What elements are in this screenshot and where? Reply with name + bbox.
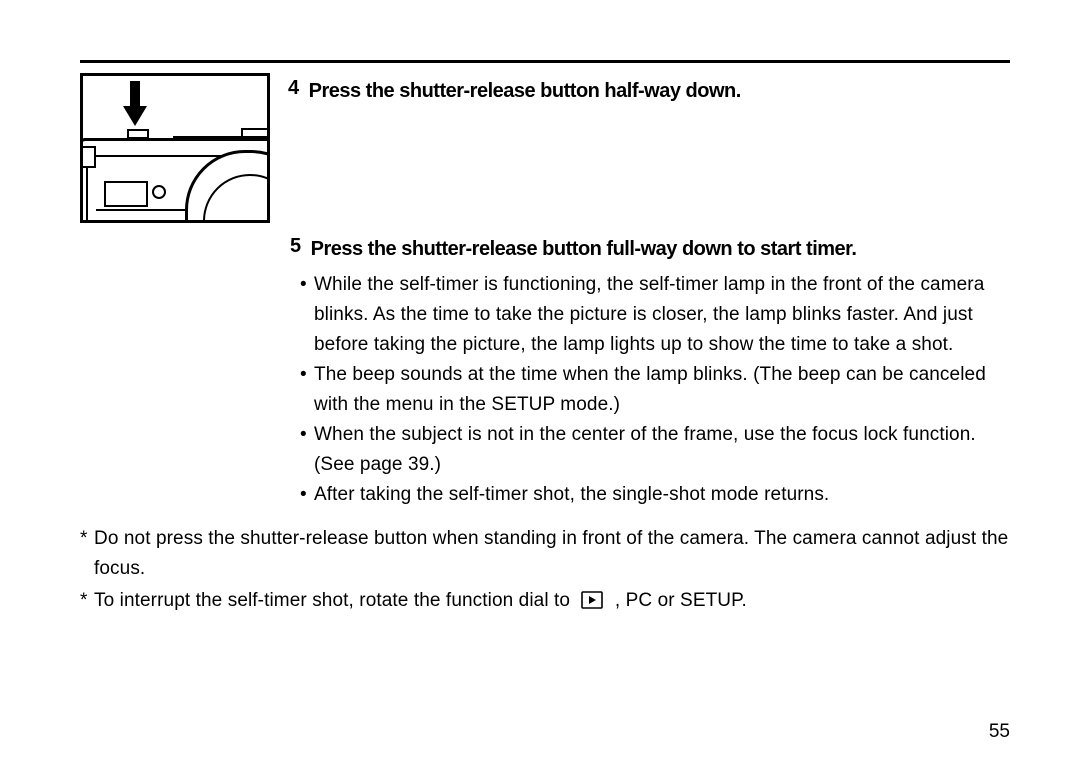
af-lamp (152, 185, 166, 199)
step4-text: Press the shutter-release button half-wa… (309, 77, 741, 106)
manual-page: 4 Press the shutter-release button half-… (0, 0, 1080, 765)
step5-number: 5 (290, 235, 301, 258)
strap-lug (80, 146, 96, 168)
bullet-item: After taking the self-timer shot, the si… (300, 480, 1010, 510)
step4-number: 4 (288, 77, 299, 100)
step5-heading: 5 Press the shutter-release button full-… (290, 235, 1010, 264)
bullet-item: While the self-timer is functioning, the… (300, 270, 1010, 360)
step4-heading: 4 Press the shutter-release button half-… (288, 77, 741, 106)
step5-text: Press the shutter-release button full-wa… (311, 235, 857, 264)
arrow-down-icon (123, 106, 147, 126)
step4-row: 4 Press the shutter-release button half-… (80, 73, 1010, 223)
viewfinder-window (104, 181, 148, 207)
footnote2-part-b: , PC or SETUP. (615, 590, 747, 611)
footnote2-part-a: To interrupt the self-timer shot, rotate… (94, 590, 570, 611)
footnote-item: Do not press the shutter-release button … (80, 524, 1010, 584)
top-rule (80, 60, 1010, 63)
bullet-item: When the subject is not in the center of… (300, 420, 1010, 480)
footnotes: Do not press the shutter-release button … (80, 524, 1010, 619)
arrow-stem (130, 81, 140, 109)
step5-bullets: While the self-timer is functioning, the… (300, 270, 1010, 510)
playback-icon (581, 589, 603, 619)
camera-illustration (80, 73, 270, 223)
bullet-item: The beep sounds at the time when the lam… (300, 360, 1010, 420)
page-number: 55 (989, 721, 1010, 743)
footnote-item: To interrupt the self-timer shot, rotate… (80, 586, 1010, 619)
